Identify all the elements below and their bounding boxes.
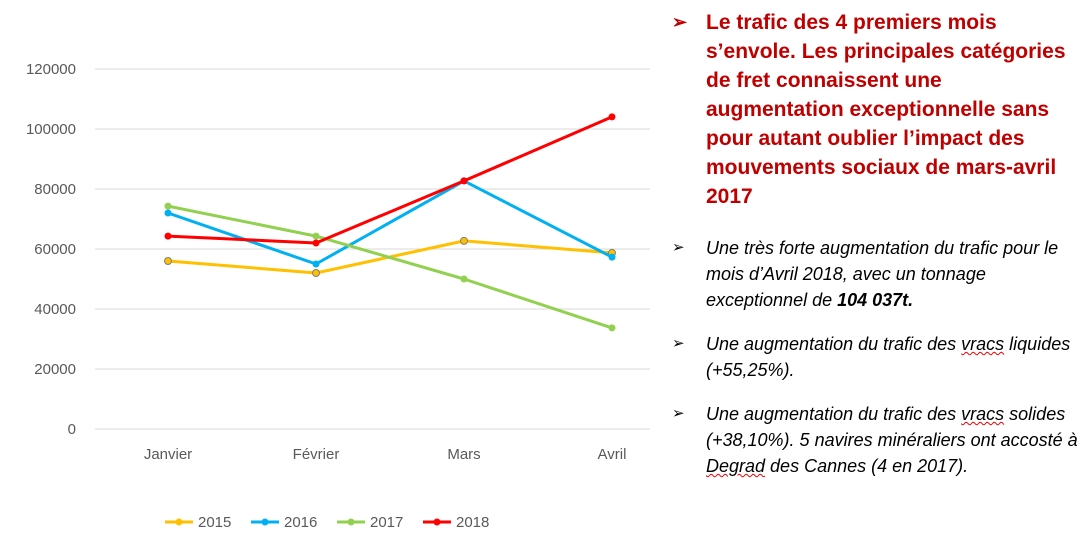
bullet-text: des Cannes (4 en 2017). [765,456,969,476]
spellcheck-word: vracs [961,404,1005,424]
y-tick-label: 20000 [34,361,76,378]
legend-label-2015: 2015 [198,514,231,531]
data-point-2018 [460,177,468,185]
bullet-text: Une augmentation du trafic des [706,404,962,424]
y-tick-label: 100000 [26,121,76,138]
legend-marker-2016 [261,518,269,526]
data-point-2018 [164,232,172,240]
arrow-bullet-icon: ➢ [672,239,685,256]
arrow-bullet-icon: ➢ [672,12,688,32]
data-point-2015 [312,269,320,277]
x-tick-label: Avril [598,446,627,463]
data-point-2018 [312,239,320,247]
series-line-2016 [167,179,613,266]
headline-text: Le trafic des 4 premiers mois s’envole. … [706,11,1066,208]
data-point-2016 [312,260,320,268]
bullet-solid: ➢ Une augmentation du trafic des vracs s… [672,401,1082,479]
data-point-2015 [460,236,468,245]
legend-marker-2018 [433,518,441,526]
line-chart: 0 20000 40000 60000 80000 100000 120000 Janvier… [26,61,650,531]
legend-label-2017: 2017 [370,514,403,531]
bullet-text: liquides (+55,25%). [706,334,1071,380]
spellcheck-word: Degrad [706,456,766,476]
arrow-bullet-icon: ➢ [672,335,685,352]
legend-label-2016: 2016 [284,514,317,531]
y-tick-label: 40000 [34,301,76,318]
x-tick-label: Janvier [144,446,192,463]
legend-label-2018: 2018 [456,514,489,531]
y-tick-label: 0 [68,421,76,438]
spellcheck-word: vracs [961,334,1005,354]
bullet-highlight: 104 037t. [837,290,914,310]
commentary-panel: ➢ Le trafic des 4 premiers mois s’envole… [672,8,1082,479]
data-point-2016 [164,209,172,217]
legend-marker-2017 [347,518,355,526]
data-point-2017 [312,232,320,240]
bullet-text: Une augmentation du trafic des [706,334,962,354]
bullet-text: Une très forte augmentation du trafic po… [706,238,1059,310]
x-tick-label: Mars [447,446,480,463]
data-point-2017 [608,324,616,332]
arrow-bullet-icon: ➢ [672,405,685,422]
bullet-april: ➢ Une très forte augmentation du trafic … [672,235,1082,313]
bullet-text: solides (+38,10%). 5 navires minéraliers… [706,404,1078,450]
x-tick-label: Février [293,446,340,463]
data-point-2016 [608,253,616,261]
series-line-2017 [167,204,613,330]
y-tick-label: 80000 [34,181,76,198]
headline: ➢ Le trafic des 4 premiers mois s’envole… [672,8,1082,211]
legend-marker-2015 [175,518,183,526]
data-point-2017 [164,202,172,210]
data-point-2015 [164,257,172,265]
data-point-2018 [608,113,616,121]
data-point-2017 [460,275,468,283]
y-tick-label: 120000 [26,61,76,78]
series-line-2018 [167,115,613,245]
bullet-liquid: ➢ Une augmentation du trafic des vracs l… [672,331,1082,383]
y-tick-label: 60000 [34,241,76,258]
